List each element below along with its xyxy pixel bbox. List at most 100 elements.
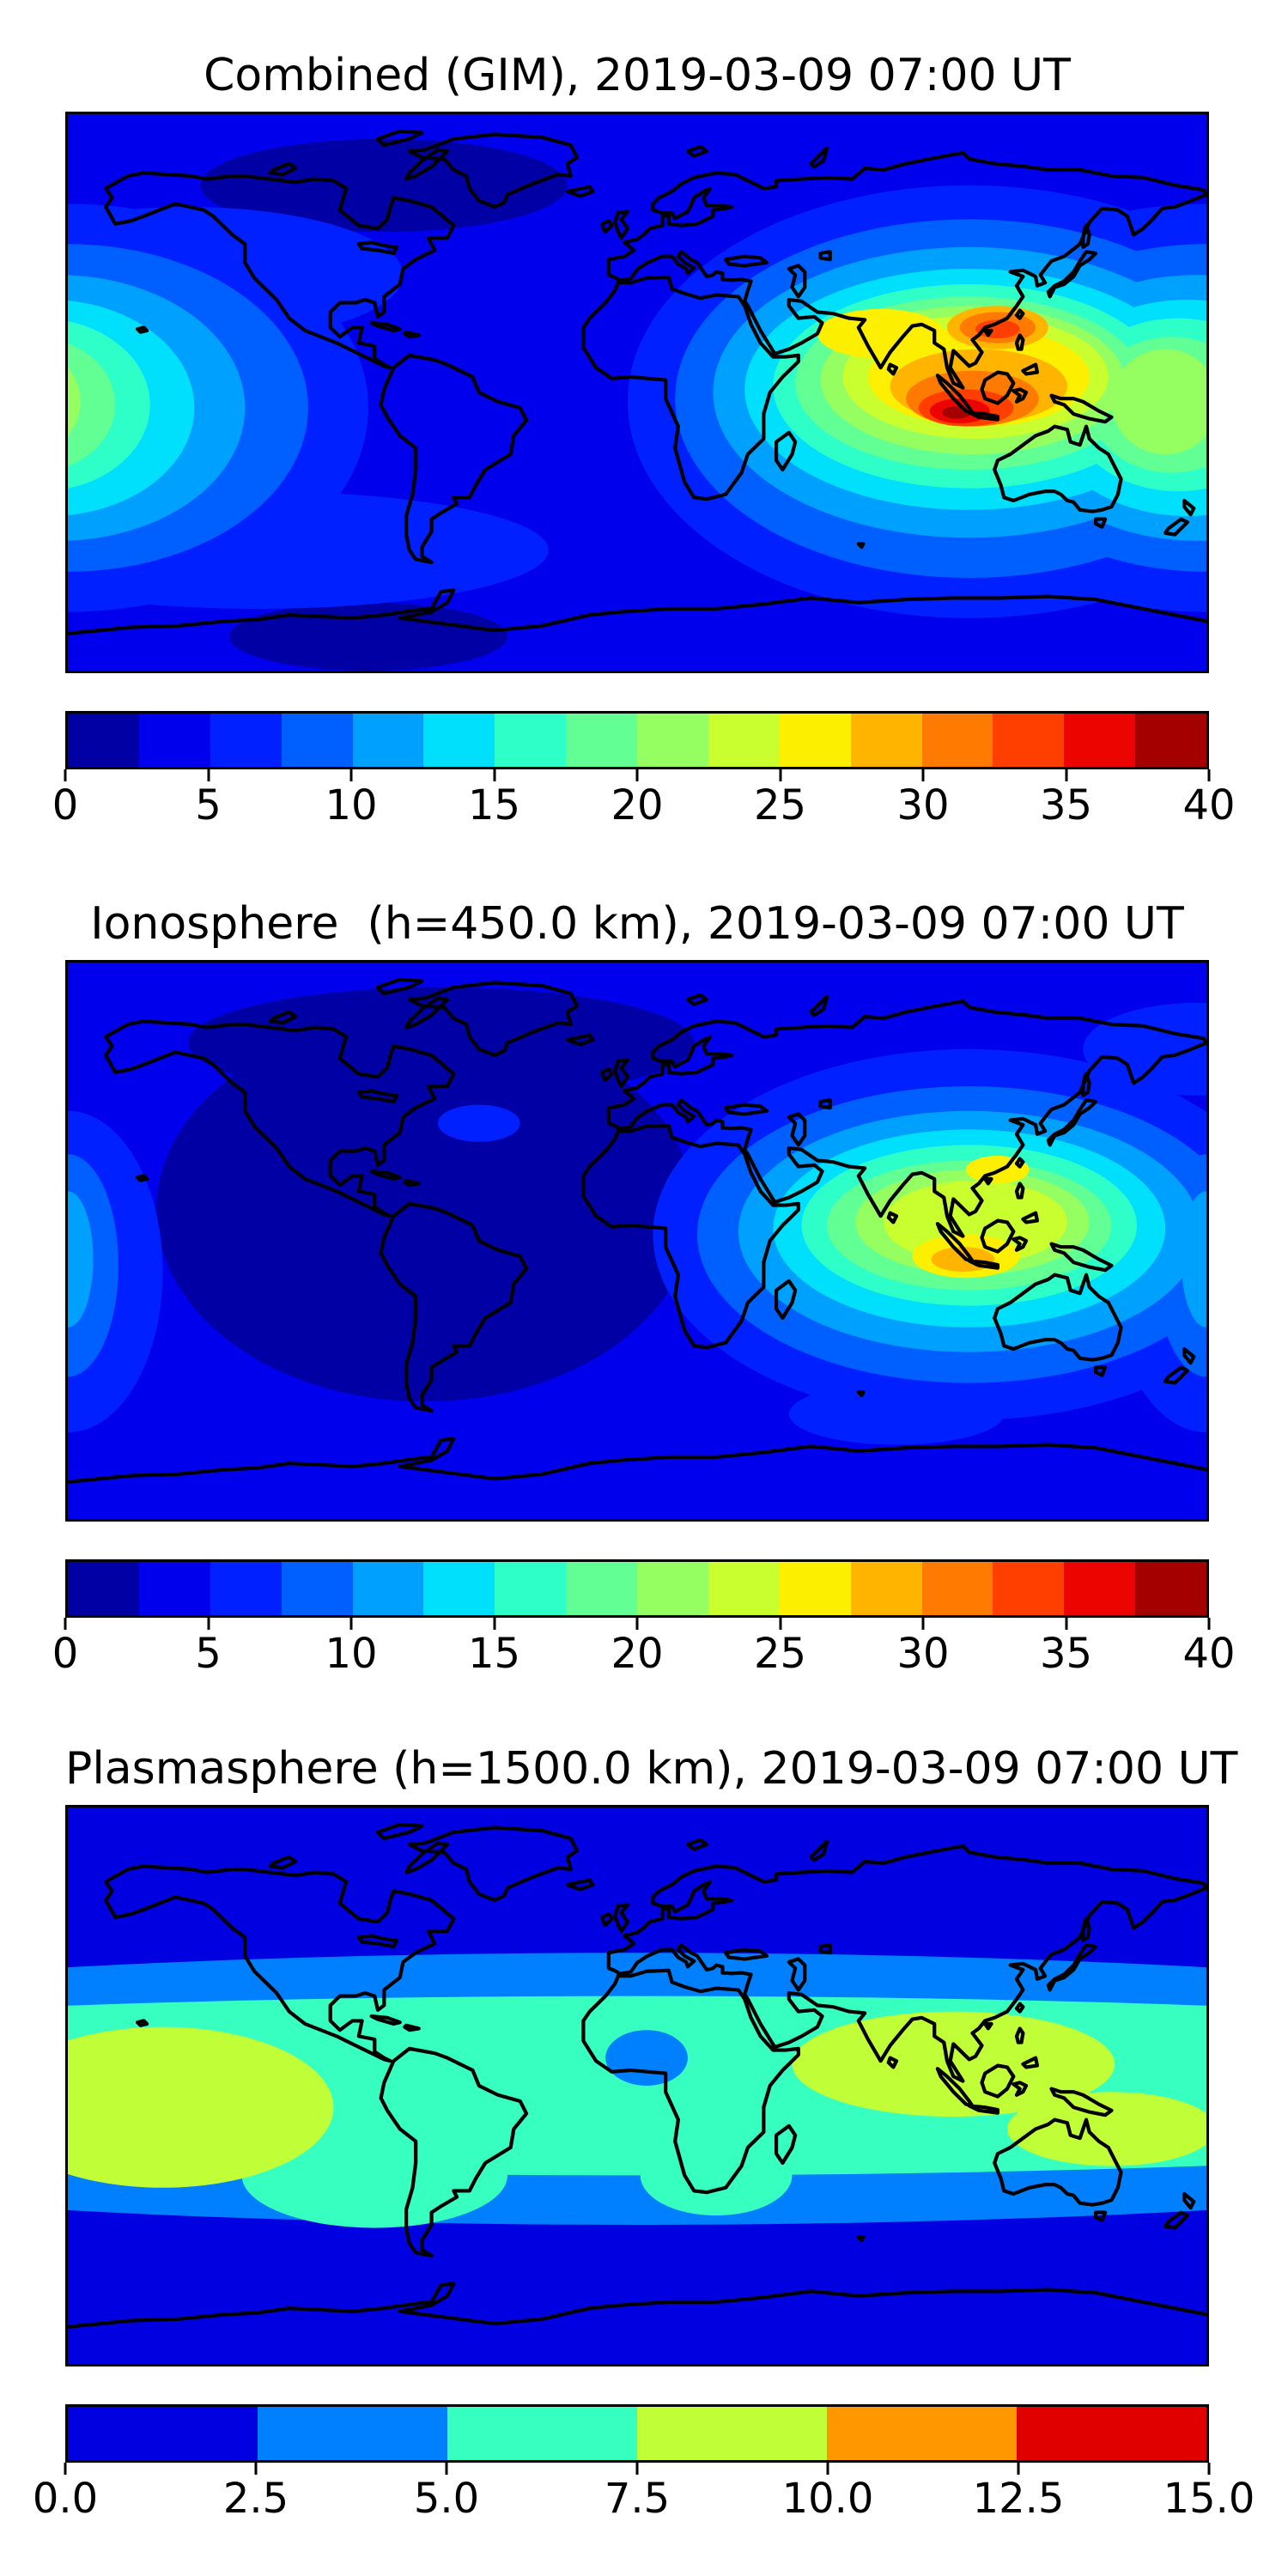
tick-mark [207,1618,210,1630]
colorbar-segment [1135,714,1206,767]
colorbar-segment [637,714,708,767]
tick-label: 0 [52,1630,79,1678]
tick-mark [635,769,639,781]
tick-mark [1207,1618,1211,1630]
tick-mark [1065,769,1067,781]
tick-mark [207,769,210,781]
tick-label: 35 [1039,781,1093,829]
tick-label: 25 [753,781,807,829]
contour-blob [817,308,945,359]
tick-label: 10 [325,781,378,829]
tick-mark [1207,769,1211,781]
contour-blob [605,2030,688,2086]
tick-label: 35 [1039,1630,1093,1678]
colorbar-segment [495,714,567,767]
contour-layer [68,138,1206,671]
tick-label: 12.5 [972,2475,1065,2523]
colorbar-segment [1064,714,1136,767]
colorbar-segment [779,714,851,767]
tick-label: 15 [467,1630,521,1678]
panel-combined-gim: Combined (GIM), 2019-03-09 07:00 UT 0 5 10… [52,48,1236,838]
tick-mark [826,2463,829,2475]
tick-label: 5 [195,1630,222,1678]
contour-blob [200,138,568,232]
tick-label: 5.0 [413,2475,480,2523]
tick-mark [64,1618,67,1630]
colorbar-segment [779,1562,851,1615]
colorbar-tick-labels: 0 5 10 15 20 25 30 35 40 [52,781,1236,833]
tick-mark [635,2463,639,2475]
world-map-ionosphere [65,960,1209,1522]
contour-layer [68,987,1206,1445]
contour-blob [788,1382,1005,1445]
colorbar-tick-labels: 0.0 2.5 5.0 7.5 10.0 12.5 15.0 [33,2475,1255,2526]
tick-label: 20 [611,781,664,829]
world-map-plasmasphere [65,1805,1209,2366]
colorbar-segment [850,1562,922,1615]
tick-mark [921,769,925,781]
colorbar-segment [993,1562,1065,1615]
panel-title: Combined (GIM), 2019-03-09 07:00 UT [204,50,1071,101]
tick-label: 30 [896,781,950,829]
colorbar-tick-marks [64,1618,1211,1630]
world-map-combined [65,112,1209,673]
colorbar-segment [637,2407,827,2460]
colorbar [65,711,1209,769]
world-map-svg [68,114,1206,671]
colorbar-segment [637,1562,708,1615]
colorbar-segment [566,714,637,767]
colorbar-segment [921,1562,993,1615]
tick-mark [349,769,353,781]
colorbar-segment [495,1562,567,1615]
world-map-svg [68,1807,1206,2364]
panel-title: Ionosphere (h=450.0 km), 2019-03-09 07:0… [90,898,1184,950]
contour-blob [68,2026,334,2188]
tick-label: 0.0 [32,2475,99,2523]
colorbar-segment [138,1562,210,1615]
tick-mark [779,1618,781,1630]
tick-label: 40 [1182,781,1236,829]
tick-mark [1017,2463,1020,2475]
tick-label: 7.5 [604,2475,671,2523]
tick-mark [445,2463,448,2475]
tick-label: 20 [611,1630,664,1678]
world-map-svg [68,963,1206,1519]
colorbar [65,1559,1209,1618]
tick-label: 2.5 [222,2475,289,2523]
panel-title: Plasmasphere (h=1500.0 km), 2019-03-09 0… [65,1743,1238,1795]
colorbar-segment [423,714,495,767]
colorbar-segment [210,1562,282,1615]
tick-label: 15.0 [1163,2475,1255,2523]
colorbar [65,2404,1209,2463]
colorbar-tick-labels: 0 5 10 15 20 25 30 35 40 [52,1630,1236,1681]
tick-mark [635,1618,639,1630]
tick-mark [779,769,781,781]
tick-mark [1065,1618,1067,1630]
tick-label: 40 [1182,1630,1236,1678]
panel-plasmasphere: Plasmasphere (h=1500.0 km), 2019-03-09 0… [33,1741,1255,2531]
colorbar-segment [68,2407,258,2460]
colorbar-segment [281,714,353,767]
contour-blob [228,602,507,671]
tick-label: 25 [753,1630,807,1678]
colorbar-segment [258,2407,447,2460]
colorbar-segment [352,1562,424,1615]
colorbar-segment [423,1562,495,1615]
contour-blob [156,1018,695,1402]
colorbar-tick-marks [64,769,1211,781]
tick-mark [921,1618,925,1630]
colorbar-segment [827,2407,1017,2460]
contour-blob [1006,2092,1206,2166]
colorbar-segment [850,714,922,767]
tick-label: 0 [52,781,79,829]
colorbar-segment [68,1562,139,1615]
colorbar-segment [1017,2407,1206,2460]
colorbar-segment [1135,1562,1206,1615]
contour-blob [68,1191,94,1327]
colorbar-segment [138,714,210,767]
tick-mark [1207,2463,1211,2475]
contour-blob [1111,349,1206,454]
contour-blob [437,1104,520,1142]
tick-label: 10.0 [781,2475,874,2523]
tick-label: 10 [325,1630,378,1678]
